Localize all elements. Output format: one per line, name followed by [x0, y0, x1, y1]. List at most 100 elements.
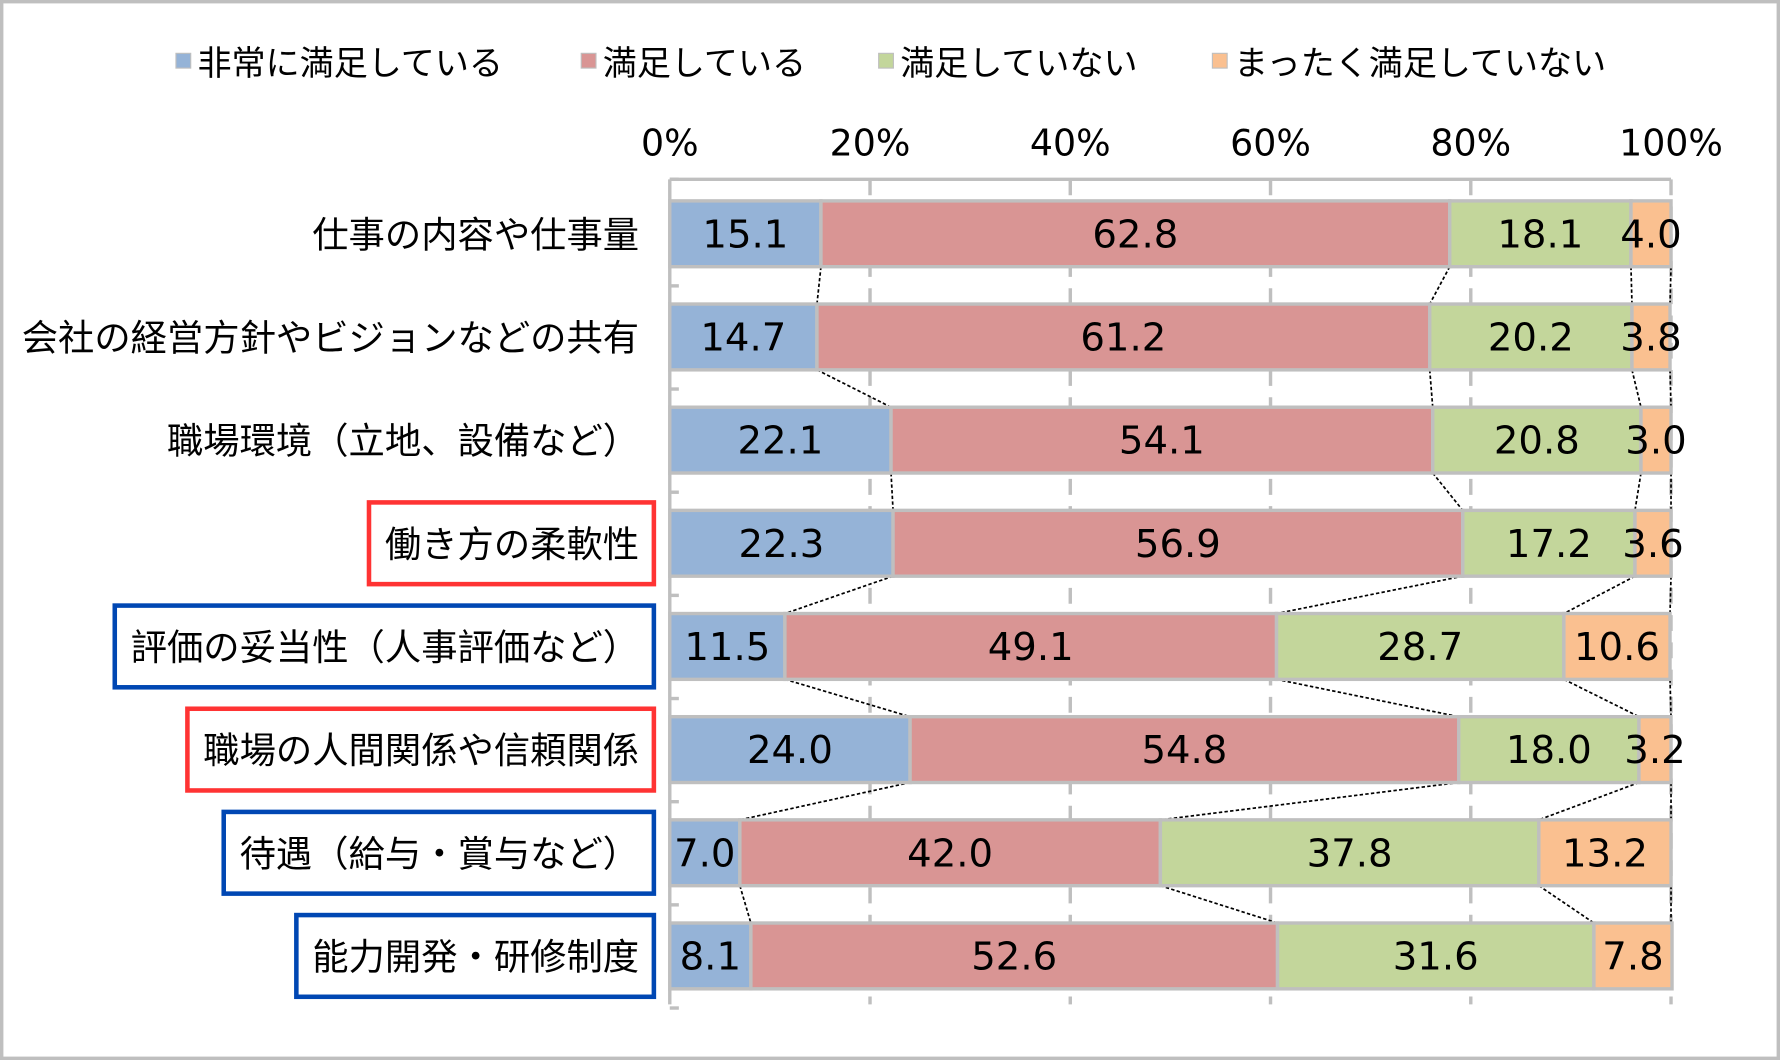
highlight-box-blue — [112, 603, 657, 690]
series-line — [816, 266, 822, 305]
legend: 非常に満足している 満足している 満足していない まったく満足していない — [175, 44, 1606, 84]
series-line — [1432, 472, 1464, 511]
data-label: 54.1 — [1119, 419, 1205, 464]
bar-segment — [668, 302, 819, 372]
bar-segment — [1274, 611, 1566, 682]
series-line — [1669, 369, 1672, 408]
bar-segment — [815, 302, 1432, 372]
series-line — [739, 885, 752, 924]
series-line — [1428, 266, 1451, 305]
series-line — [1634, 472, 1642, 511]
data-label: 31.6 — [1393, 935, 1479, 980]
bar-segment — [1592, 921, 1674, 991]
legend-swatch — [1211, 52, 1228, 69]
data-label: 4.0 — [1620, 212, 1681, 257]
series-line — [784, 678, 911, 718]
series-lines — [739, 266, 1672, 924]
category-label: 職場環境（立地、設備など） — [167, 420, 639, 463]
x-tick-label: 60% — [1230, 121, 1311, 164]
series-line — [1669, 679, 1672, 717]
x-tick-label: 100% — [1619, 121, 1723, 164]
category-label: 能力開発・研修制度 — [312, 936, 639, 979]
x-tick-label: 40% — [1030, 121, 1111, 164]
legend-label: 満足している — [603, 44, 806, 84]
data-label: 15.1 — [702, 212, 788, 257]
data-label: 22.3 — [738, 522, 824, 567]
highlight-box-red — [185, 706, 657, 793]
data-label: 24.0 — [747, 728, 833, 773]
bar-segment — [1275, 921, 1596, 991]
bars: 15.1 62.8 18.1 4.0 14.7 61.2 20.2 3.8 22.1 54.1 20… — [668, 199, 1687, 991]
bar-segment — [1428, 302, 1634, 372]
data-label: 56.9 — [1135, 522, 1221, 567]
data-label: 52.6 — [971, 935, 1057, 980]
legend-label: まったく満足していない — [1234, 44, 1606, 84]
data-label: 7.0 — [674, 831, 735, 876]
bar-segment — [1630, 302, 1672, 372]
series-line — [1160, 884, 1278, 924]
data-label: 42.0 — [907, 831, 993, 876]
series-line — [1669, 576, 1672, 614]
data-label: 62.8 — [1092, 212, 1178, 257]
highlight-box-blue — [294, 912, 657, 1000]
category-label: 会社の経営方針やビジョンなどの共有 — [22, 317, 639, 360]
x-axis-ticks: 0% 20% 40% 60% 80% 100% — [641, 121, 1723, 164]
category-label: 働き方の柔軟性 — [385, 523, 639, 566]
bar-segment — [1537, 818, 1673, 888]
data-label: 20.2 — [1488, 316, 1574, 361]
category-label: 職場の人間関係や信頼関係 — [203, 729, 639, 772]
series-line — [784, 575, 894, 615]
data-label: 3.6 — [1622, 522, 1683, 567]
bar-segment — [908, 714, 1461, 785]
bar-segment — [668, 714, 912, 785]
category-label: 評価の妥当性（人事評価など） — [131, 626, 639, 669]
legend-swatch — [580, 52, 597, 69]
x-tick-label: 80% — [1430, 121, 1511, 164]
legend-label: 非常に満足している — [198, 44, 503, 84]
data-label: 18.1 — [1497, 212, 1583, 257]
bar-segment — [668, 405, 893, 475]
series-line — [1276, 678, 1459, 718]
legend-swatch — [175, 52, 192, 69]
data-label: 18.0 — [1506, 728, 1592, 773]
bar-segment — [1637, 714, 1673, 785]
bar-segment — [1633, 508, 1673, 578]
series-line — [1276, 575, 1463, 615]
bar-segment — [1448, 199, 1633, 269]
bar-segment — [749, 921, 1280, 991]
data-label: 10.6 — [1574, 625, 1660, 670]
category-label: 待遇（給与・賞与など） — [240, 832, 640, 875]
x-tick-label: 20% — [830, 121, 911, 164]
category-label: 仕事の内容や仕事量 — [312, 213, 639, 256]
data-label: 17.2 — [1506, 522, 1592, 567]
series-line — [1631, 369, 1642, 408]
bar-segment — [1562, 611, 1672, 682]
series-line — [739, 781, 911, 821]
legend-swatch — [878, 52, 894, 69]
series-line — [1630, 266, 1633, 305]
legend-label: 満足していない — [900, 44, 1137, 84]
data-label: 7.8 — [1602, 935, 1663, 980]
series-line — [1563, 678, 1640, 718]
data-label: 37.8 — [1307, 831, 1393, 876]
series-line — [1538, 781, 1640, 821]
series-line — [1160, 781, 1459, 821]
data-label: 11.5 — [684, 625, 770, 670]
bar-segment — [668, 921, 753, 991]
series-line — [1563, 575, 1636, 615]
bar-segment — [1629, 199, 1673, 269]
data-label: 14.7 — [700, 316, 786, 361]
bar-segment — [1639, 405, 1673, 475]
data-label: 13.2 — [1562, 831, 1648, 876]
data-label: 28.7 — [1377, 625, 1463, 670]
data-label: 61.2 — [1080, 316, 1166, 361]
bar-segment — [668, 818, 742, 888]
data-label: 3.0 — [1625, 419, 1686, 464]
series-line — [1669, 266, 1672, 305]
highlight-box-red — [366, 500, 657, 587]
bar-segment — [668, 508, 895, 578]
data-label: 49.1 — [988, 625, 1074, 670]
data-label: 8.1 — [680, 935, 741, 980]
